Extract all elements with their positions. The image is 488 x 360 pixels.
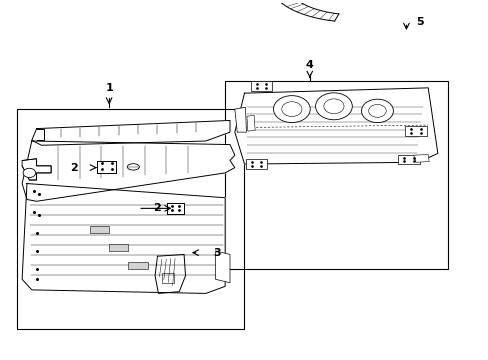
Bar xyxy=(162,273,174,283)
Bar xyxy=(17,109,244,329)
Bar xyxy=(90,226,109,233)
Polygon shape xyxy=(271,0,338,21)
Text: 5: 5 xyxy=(415,17,423,27)
Bar xyxy=(397,155,419,164)
Polygon shape xyxy=(155,255,185,293)
Bar xyxy=(245,159,266,168)
Circle shape xyxy=(323,99,344,114)
Polygon shape xyxy=(215,251,229,283)
Text: 1: 1 xyxy=(105,83,113,93)
Polygon shape xyxy=(32,121,229,145)
Polygon shape xyxy=(234,107,246,132)
Bar xyxy=(405,126,426,136)
Circle shape xyxy=(273,96,309,123)
Text: 2: 2 xyxy=(152,203,160,213)
Polygon shape xyxy=(413,154,428,162)
Circle shape xyxy=(315,93,351,120)
Polygon shape xyxy=(22,184,224,293)
Polygon shape xyxy=(167,203,183,214)
Polygon shape xyxy=(22,141,234,201)
Polygon shape xyxy=(246,116,255,131)
Bar xyxy=(128,261,147,269)
Circle shape xyxy=(23,168,36,177)
Text: 3: 3 xyxy=(213,248,220,258)
Text: 2: 2 xyxy=(70,163,78,172)
Bar xyxy=(224,81,447,269)
Polygon shape xyxy=(22,159,51,180)
Bar xyxy=(250,81,271,91)
Text: 4: 4 xyxy=(305,60,313,70)
Ellipse shape xyxy=(127,164,139,170)
Circle shape xyxy=(361,99,393,123)
Polygon shape xyxy=(234,88,437,164)
Circle shape xyxy=(281,102,302,117)
Circle shape xyxy=(368,104,386,117)
Polygon shape xyxy=(97,161,116,173)
Bar xyxy=(109,244,128,251)
